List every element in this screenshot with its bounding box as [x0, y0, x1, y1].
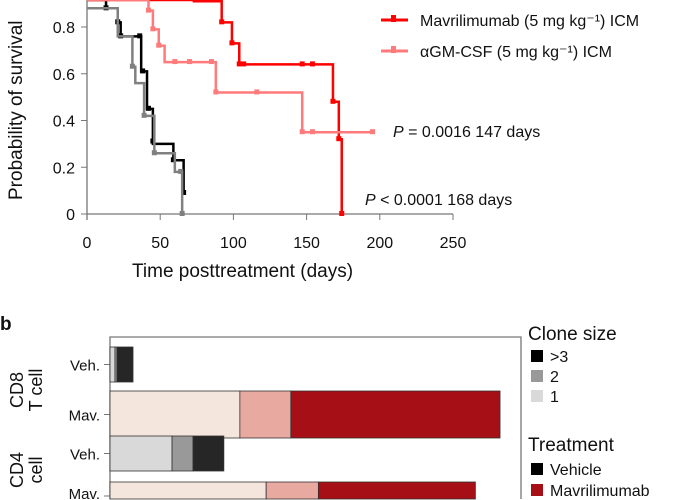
censor-mark	[150, 138, 156, 144]
group-label: CD8	[7, 372, 27, 408]
legend-swatch	[531, 463, 543, 475]
censor-mark	[236, 61, 242, 67]
legend-swatch	[531, 390, 543, 402]
censor-mark	[179, 211, 185, 216]
legend-label: Vehicle	[550, 462, 602, 479]
bar-segment	[116, 346, 134, 383]
group-label: T cell	[26, 369, 46, 412]
censor-mark	[208, 59, 214, 65]
censor-mark	[336, 136, 342, 142]
censor-mark	[309, 129, 315, 135]
x-axis-label: Time posttreatment (days)	[132, 261, 353, 282]
legend-label: >3	[550, 349, 568, 366]
bar-segment	[290, 390, 501, 439]
bar-segment	[109, 346, 116, 383]
legend-label: αGM-CSF (5 mg kg⁻¹) ICM	[420, 44, 612, 61]
bar-segment	[109, 390, 241, 439]
censor-mark	[229, 40, 235, 46]
censor-mark	[254, 89, 260, 95]
censor-mark	[178, 168, 184, 174]
survival-curve	[87, 0, 373, 134]
group-label: CD4	[7, 452, 27, 488]
censor-mark	[181, 189, 187, 195]
censor-mark	[219, 19, 225, 25]
censor-mark	[170, 157, 176, 163]
survival-curve	[87, 0, 185, 193]
p-value-annotation: P = 0.0016 147 days	[393, 124, 540, 141]
bar-label: Mav.	[69, 408, 100, 425]
censor-mark	[339, 211, 345, 216]
censor-mark	[156, 42, 162, 48]
legend-swatch	[531, 370, 543, 382]
censor-mark	[141, 112, 147, 118]
bar-segment	[265, 481, 319, 500]
x-tick-label: 50	[151, 235, 169, 252]
censor-mark	[309, 61, 315, 67]
bar-segment	[109, 435, 173, 472]
censor-mark	[145, 105, 151, 111]
panel-label: b	[0, 314, 12, 335]
survival-curve	[87, 7, 184, 214]
legend-title: Treatment	[528, 435, 615, 456]
bar-segment	[317, 481, 476, 500]
censor-mark	[369, 129, 375, 135]
legend-label: Mavrilimumab (5 mg kg⁻¹) ICM	[420, 13, 639, 30]
censor-mark	[137, 33, 143, 39]
bar-label: Mav.	[69, 486, 100, 500]
censor-mark	[186, 59, 192, 65]
x-tick-label: 150	[293, 235, 320, 252]
survival-curve	[87, 0, 343, 214]
x-tick-label: 0	[83, 235, 92, 252]
y-axis-label: Probability of survival	[6, 20, 27, 200]
y-tick-label: 0.2	[53, 160, 75, 177]
clone-size-plot: b CD8 T cell Veh. Mav. CD4 cell Veh. Mav. Clone …	[0, 314, 650, 500]
legend-swatch	[531, 484, 543, 496]
legend-label: 2	[550, 369, 559, 386]
censor-mark	[172, 59, 178, 65]
bar-segment	[171, 435, 194, 472]
y-tick-label: 0.6	[53, 67, 75, 84]
p-value-annotation: P < 0.0001 168 days	[365, 192, 512, 209]
bar-segment	[192, 435, 225, 472]
y-tick-label: 0	[66, 207, 75, 224]
y-tick-label: 0.8	[53, 20, 75, 37]
censor-mark	[151, 150, 157, 156]
bar-segment	[239, 390, 292, 439]
group-label: cell	[26, 456, 46, 483]
censor-mark	[330, 98, 336, 104]
censor-mark	[145, 7, 151, 13]
x-tick-label: 100	[220, 235, 247, 252]
x-tick-label: 200	[366, 235, 393, 252]
y-tick-label: 0.4	[53, 114, 75, 131]
legend-swatch	[531, 350, 543, 362]
censor-mark	[299, 61, 305, 67]
legend-agmcsf: αGM-CSF (5 mg kg⁻¹) ICM	[381, 44, 612, 61]
censor-mark	[140, 68, 146, 74]
legend-label: 1	[550, 389, 559, 406]
x-tick-label: 250	[440, 235, 467, 252]
bar-label: Veh.	[70, 358, 100, 375]
censor-mark	[241, 61, 247, 67]
legend-mavrilimumab: Mavrilimumab (5 mg kg⁻¹) ICM	[381, 13, 639, 30]
bar-segment	[109, 481, 267, 500]
bar-label: Veh.	[70, 447, 100, 464]
legend-label: Mavrilimumab	[550, 483, 650, 500]
legend-title: Clone size	[528, 324, 617, 345]
censor-mark	[129, 63, 135, 69]
censor-mark	[150, 26, 156, 32]
censor-mark	[213, 89, 219, 95]
censor-mark	[299, 129, 305, 135]
survival-plot: Probability of survival Time posttreatme…	[6, 0, 639, 282]
